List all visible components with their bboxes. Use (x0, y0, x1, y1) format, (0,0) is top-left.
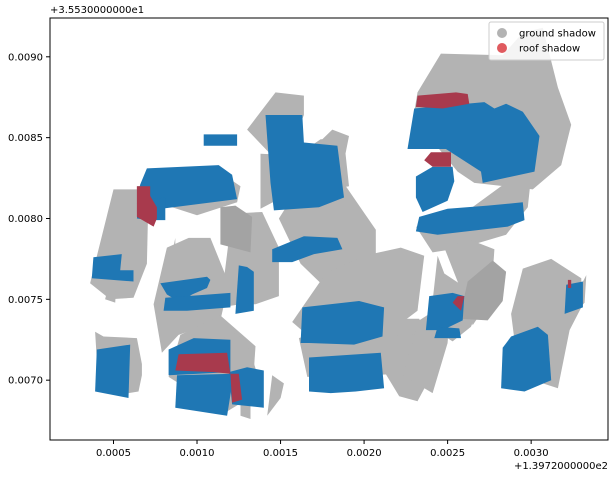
building-polygon-4 (160, 276, 211, 303)
roof-shadow-layer (136, 92, 572, 403)
building-polygon-16 (501, 326, 552, 392)
y-axis: 0.0070 0.0075 0.0080 0.0085 0.0090 (8, 52, 50, 387)
building-polygon-7 (265, 115, 344, 211)
y-tick-label: 0.0090 (8, 52, 43, 63)
building-polygon-9 (300, 301, 385, 345)
building-polygon-15 (434, 326, 461, 339)
building-polygon-6 (235, 265, 254, 314)
roof-shadow-polygon-4 (230, 373, 243, 403)
building-polygon-5 (163, 292, 231, 311)
legend-box (488, 21, 605, 61)
axes-frame (49, 17, 609, 441)
x-axis-offset-label: +1.3972000000e2 (514, 461, 608, 472)
building-polygon-11 (407, 102, 540, 183)
legend-marker-roof-shadow (497, 43, 507, 53)
roof-shadow-polygon-0 (136, 186, 157, 227)
building-polygon-10 (309, 352, 385, 394)
legend-marker-ground-shadow (497, 28, 507, 38)
building-polygon-8 (272, 236, 343, 263)
y-tick-label: 0.0085 (8, 133, 43, 144)
legend: ground shadow roof shadow (488, 21, 605, 61)
ground-shadow-polygon-25 (105, 278, 117, 303)
ground-shadow-dark-polygon-0 (220, 205, 253, 253)
x-tick-label: 0.0015 (263, 448, 298, 459)
y-axis-offset-label: +3.5530000000e1 (50, 5, 144, 16)
ground-shadow-dark-polygon-1 (459, 260, 507, 321)
ground-shadow-polygon-22 (267, 375, 284, 416)
building-polygon-12 (415, 166, 455, 212)
y-tick-label: 0.0075 (8, 295, 43, 306)
roof-shadow-polygon-2 (424, 152, 451, 167)
roof-shadow-polygon-6 (567, 279, 572, 288)
x-tick-label: 0.0025 (430, 448, 465, 459)
building-polygon-13 (415, 202, 525, 235)
y-tick-label: 0.0070 (8, 376, 43, 387)
building-layer (91, 102, 583, 416)
building-polygon-20 (175, 373, 234, 416)
legend-label-roof-shadow: roof shadow (519, 44, 580, 55)
roof-shadow-polygon-5 (452, 296, 465, 311)
x-axis: 0.0005 0.0010 0.0015 0.0020 0.0025 0.0030 (96, 440, 549, 459)
x-tick-label: 0.0005 (96, 448, 131, 459)
building-polygon-18 (95, 344, 131, 398)
building-polygon-17 (564, 281, 583, 314)
legend-label-ground-shadow: ground shadow (519, 29, 596, 40)
building-polygon-3 (203, 134, 238, 146)
building-polygon-2 (91, 254, 134, 282)
ground-shadow-dark-layer (220, 205, 507, 321)
roof-shadow-polygon-3 (175, 352, 231, 374)
roof-shadow-polygon-1 (415, 92, 470, 109)
x-tick-label: 0.0010 (180, 448, 215, 459)
plot-area (90, 27, 587, 419)
y-tick-label: 0.0080 (8, 214, 43, 225)
x-tick-label: 0.0030 (514, 448, 549, 459)
x-tick-label: 0.0020 (347, 448, 382, 459)
